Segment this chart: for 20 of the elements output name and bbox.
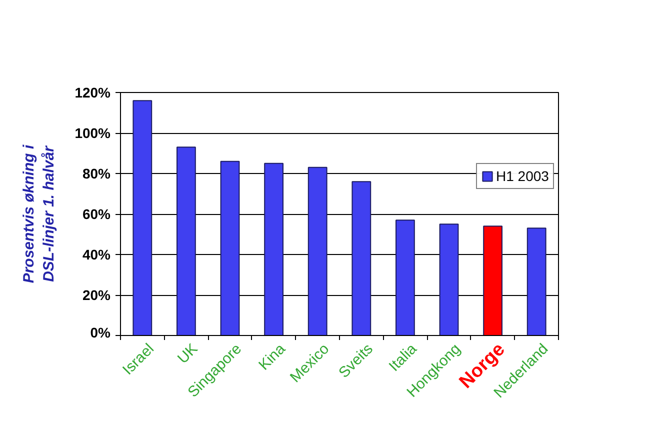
y-tick-label: 0% — [90, 324, 112, 340]
bar — [264, 162, 284, 336]
bar — [308, 166, 328, 336]
y-axis-title: Prosentvis økning i DSL-linjer 1. halvår — [20, 144, 58, 284]
bar — [526, 228, 546, 336]
y-tick-label: 80% — [82, 166, 112, 182]
legend-label: H1 2003 — [496, 168, 549, 184]
y-tick-label: 20% — [82, 287, 112, 303]
bar — [483, 226, 502, 336]
bar — [396, 220, 415, 336]
bar — [220, 160, 240, 336]
bar — [352, 181, 372, 336]
bar — [176, 146, 196, 336]
x-tick-label: Kina — [256, 340, 290, 374]
bar — [439, 224, 459, 336]
y-tick-label: 100% — [74, 125, 112, 141]
y-tick-label: 120% — [74, 84, 112, 100]
y-tick-label: 60% — [82, 206, 112, 222]
bar — [132, 100, 152, 336]
y-tick-label: 40% — [82, 246, 112, 262]
